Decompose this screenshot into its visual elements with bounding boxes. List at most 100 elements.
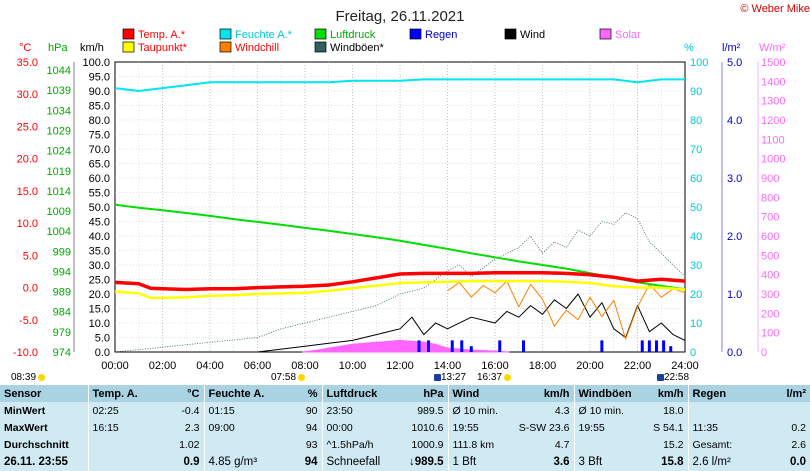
temp-tick: -5.0 [19, 315, 38, 327]
legend-label: Windböen* [330, 42, 385, 54]
stats-cell: MinWert [4, 404, 46, 417]
sunrise-marker: 08:39 [11, 372, 46, 383]
stats-header-cell: Temp. A. [87, 385, 148, 403]
stats-header-cell: °C [148, 385, 204, 403]
stats-header-cell: Windböen [573, 385, 636, 403]
stats-cell: 00:00 [321, 419, 388, 437]
humidity-tick: 100 [690, 57, 708, 69]
stats-cell: 1 Bft [447, 453, 512, 471]
stats-header-cell: Luftdruck [321, 385, 388, 403]
rain-bar [662, 340, 666, 352]
solar-tick: 800 [761, 192, 779, 204]
stats-cell: 18.0 [663, 404, 684, 417]
stats-header-cell: Wind [447, 385, 512, 403]
copyright: © Weber Mike [740, 3, 810, 15]
stats-cell: 1000.9 [411, 439, 444, 452]
stats-cell: 23:50 [321, 402, 388, 420]
humidity-tick: 30 [690, 260, 702, 272]
temperature-line [114, 270, 686, 292]
temp-tick: -10.0 [13, 347, 38, 359]
stats-cell: 15.8 [661, 456, 684, 469]
chart-axes: 35.0 30.0 25.0 20.0 15.0 10.0 5.0 0.0 -5.0 -10.0 1… [13, 57, 786, 372]
pressure-tick: 994 [53, 266, 71, 278]
rain-bar [669, 346, 673, 352]
legend: Temp. A.* Feuchte A.* Luftdruck Regen Wind So… [122, 28, 641, 54]
rain-tick: 2.0 [727, 231, 742, 243]
solar-tick: 1200 [761, 115, 785, 127]
gust-line [114, 212, 686, 353]
solar-tick: 700 [761, 212, 779, 224]
time-tick: 04:00 [196, 360, 224, 372]
stats-cell [87, 453, 148, 471]
stats-cell: 11:35 [687, 419, 750, 437]
stats-cell: 15.2 [663, 439, 684, 452]
dewpoint-line [114, 279, 686, 300]
pressure-tick: 1044 [47, 65, 71, 77]
chart-series [114, 78, 686, 353]
rain-bar [469, 346, 473, 352]
stats-cell: 09:00 [203, 419, 272, 437]
legend-swatch [409, 28, 422, 40]
stats-header-cell: km/h [636, 385, 688, 403]
wind-tick: 90.0 [89, 86, 110, 98]
solar-unit: W/m² [759, 42, 786, 54]
legend-label: Taupunkt* [138, 42, 188, 54]
solar-tick: 400 [761, 270, 779, 282]
stats-cell: 1.02 [179, 439, 200, 452]
stats-cell: ↓989.5 [408, 456, 444, 469]
wind-tick: 10.0 [89, 318, 110, 330]
windchill-line [447, 280, 686, 340]
stats-cell: 989.5 [417, 404, 444, 417]
legend-label: Temp. A.* [138, 29, 186, 41]
time-tick: 22:00 [624, 360, 652, 372]
solar-tick: 0 [761, 347, 767, 359]
time-tick: 12:00 [386, 360, 414, 372]
wind-tick: 55.0 [89, 188, 110, 200]
stats-cell: ^1.5hPa/h [321, 436, 388, 454]
rain-unit: l/m² [722, 42, 741, 54]
stats-cell: 93 [305, 439, 318, 452]
stats-header-cell: km/h [512, 385, 574, 403]
noon-marker: 07:58 [271, 372, 306, 383]
stats-cell: 19:55 [447, 419, 512, 437]
wind-tick: 70.0 [89, 144, 110, 156]
humidity-unit: % [684, 42, 694, 54]
stats-cell: 90 [305, 404, 318, 417]
stats-cell: 4.7 [554, 439, 570, 452]
temp-tick: 30.0 [17, 89, 38, 101]
legend-swatch [219, 41, 232, 53]
stats-cell: 4.3 [554, 404, 570, 417]
stats-row: 26.11. 23:55 0.9 4.85 g/m³ 94 Schneefall ↓989… [0, 453, 810, 471]
stats-cell: Ø 10 min. [573, 402, 636, 420]
pressure-tick: 1034 [47, 105, 71, 117]
legend-label: Wind [520, 29, 545, 41]
pressure-tick: 1024 [47, 146, 71, 158]
wind-tick: 85.0 [89, 101, 110, 113]
humidity-tick: 50 [690, 202, 702, 214]
pressure-tick: 1004 [47, 226, 71, 238]
solar-tick: 1300 [761, 96, 785, 108]
stats-cell: Durchschnitt [4, 439, 69, 452]
wind-tick: 15.0 [89, 304, 110, 316]
legend-swatch [314, 41, 327, 53]
stats-cell: 3.6 [553, 456, 570, 469]
temp-tick: 25.0 [17, 121, 38, 133]
solar-tick: 1000 [761, 154, 785, 166]
rain-bar [417, 340, 421, 352]
rain-tick: 4.0 [727, 115, 742, 127]
stats-row: Durchschnitt 1.02 93 ^1.5hPa/h 1000.9 111.8 k… [0, 436, 810, 454]
wind-line [115, 293, 686, 353]
stats-header-cell: Sensor [0, 385, 88, 403]
temp-tick: 0.0 [23, 283, 38, 295]
stats-cell: 19:55 [573, 419, 636, 437]
sun-moon-bar: 08:39 07:58 13:27 16:37 22:58 [0, 372, 810, 384]
stats-header-cell: Feuchte A. [203, 385, 272, 403]
humidity-tick: 40 [690, 231, 702, 243]
rain-bar [655, 340, 658, 352]
wind-tick: 25.0 [89, 275, 110, 287]
stats-cell: 01:15 [203, 402, 272, 420]
legend-label: Solar [615, 29, 641, 41]
rain-tick: 5.0 [727, 57, 742, 69]
stats-cell: 3 Bft [573, 453, 636, 471]
wind-tick: 60.0 [89, 173, 110, 185]
